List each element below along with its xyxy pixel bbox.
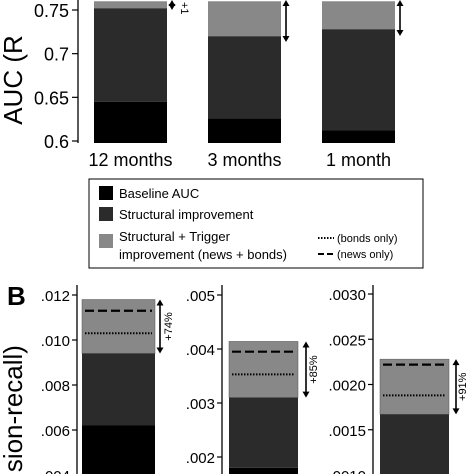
panel-a-arrow-1 [282,0,290,42]
panel-b-subplot-1-arrow-head-top [302,341,310,348]
panel-b-subplot-2-annotation: +91% [457,372,469,401]
legend-label-trigger-line2: improvement (news + bonds) [119,247,287,262]
panel-a-x-tick-label-2: 1 month [326,150,391,170]
panel-b-subplot-0-y-tick-label-4: .012 [41,288,70,305]
panel-a-bar-trigger-2 [322,1,395,30]
panel-a-x-tick-label-1: 3 months [207,150,281,170]
panel-b-subplot-0: .004 .006 .008 .010 .012 +74% [41,285,175,474]
panel-a-y-tick-label-0: 0.6 [44,132,69,152]
panel-b-subplot-1-y-tick-label-1: .003 [186,396,215,413]
legend-label-baseline: Baseline AUC [119,186,199,201]
panel-a-arrow-1-head-top [282,0,290,6]
panel-a-improvement-arrows: +1 [168,0,404,42]
panel-b-subplot-0-y-tick-label-2: .008 [41,378,70,395]
panel-b-subplot-2-arrow [452,359,460,415]
panel-b-subplot-1-arrow-head-bottom [302,391,310,398]
panel-a-x-tick-labels: 12 months 3 months 1 month [88,150,391,170]
panel-b-subplot-0-arrow-head-bottom [156,347,164,354]
panel-b-subplot-2-y-tick-label-3: .0025 [328,332,366,349]
panel-b-subplot-0-y-tick-label-0: .004 [41,468,70,474]
panel-a-bar-structural-1 [208,36,281,119]
panel-a-bar-structural-0 [94,8,167,102]
panel-a-bars [94,1,395,143]
panel-b-subplot-1-bar-trigger [228,341,299,398]
panel-b-subplots: .004 .006 .008 .010 .012 +74% .002 .003 .004 .005… [41,285,469,474]
legend-label-bonds-only: (bonds only) [337,233,398,245]
panel-a-x-tick-label-0: 12 months [88,150,172,170]
panel-b-subplot-0-y-tick-label-3: .010 [41,333,70,350]
panel-b-subplot-1-annotation: +85% [308,355,320,384]
panel-b-subplot-1-arrow [302,341,310,398]
panel-a-y-axis-label: AUC (R [0,35,28,125]
panel-b-subplot-2-y-tick-label-1: .0015 [328,423,366,440]
panel-a-arrow-2-head-top [396,0,404,6]
panel-b-subplot-1-y-tick-label-3: .005 [186,288,215,305]
panel-a-arrow-0-head-bottom [168,4,176,10]
panel-a-y-tick-label-1: 0.65 [34,88,69,108]
panel-a-bar-baseline-0 [94,101,167,143]
panel-b-subplot-0-bar-trigger [81,299,156,354]
panel-b-subplot-1-y-tick-label-2: .004 [186,342,215,359]
legend: Baseline AUC Structural improvement Stru… [88,178,424,269]
legend-label-structural: Structural improvement [119,207,254,222]
panel-a-bar-structural-2 [322,29,395,131]
panel-a-bar-trigger-0 [94,1,167,9]
panel-a-bar-baseline-1 [208,118,281,143]
panel-a-bar-trigger-1 [208,1,281,37]
panel-b-subplot-1-bar-baseline [229,467,298,474]
panel-b-subplot-2-y-tick-label-4: .0030 [328,287,366,304]
panel-a-arrow-2 [396,0,404,36]
legend-label-news-only: (news only) [337,249,393,261]
panel-b-subplot-1-y-tick-label-0: .002 [186,450,215,467]
panel-b-subplot-0-bar-baseline [82,425,155,474]
panel-b-subplot-2-arrow-head-top [452,359,460,366]
panel-b-subplot-1: .002 .003 .004 .005 +85% [186,285,320,474]
panel-b-subplot-2-y-tick-label-0: .0010 [328,468,366,474]
panel-b-subplot-2-y-tick-label-2: .0020 [328,378,366,395]
panel-b-subplot-2: .0010 .0015 .0020 .0025 .0030 +91% [328,285,469,474]
panel-b-subplot-0-y-tick-label-1: .006 [41,423,70,440]
panel-b-subplot-2-bar-structural [380,414,449,474]
panel-a-arrow-0 [168,0,176,10]
panel-b-subplot-2-arrow-head-bottom [452,408,460,415]
panel-b-y-axis-label: cision-recall) [0,345,28,474]
panel-a-arrow-1-head-bottom [282,36,290,42]
panel-b-subplot-0-bar-structural [82,353,155,426]
panel-b-subplot-0-arrow-head-top [156,299,164,306]
panel-b-subplot-0-annotation: +74% [163,312,175,341]
panel-b-subplot-1-bar-structural [229,397,298,468]
panel-a-bar-baseline-2 [322,130,395,143]
panel-a-annotation-0: +1 [178,2,190,15]
legend-swatch-baseline [99,186,113,200]
panel-a-arrow-2-head-bottom [396,30,404,36]
panel-b-subplot-2-bar-trigger [379,358,450,415]
panel-b: B cision-recall) .004 .006 .008 .010 .012 +74… [0,281,469,474]
legend-swatch-structural [99,207,113,221]
panel-b-subplot-0-arrow [156,299,164,354]
panel-a-y-ticks: 0.6 0.65 0.7 0.75 [34,1,78,152]
panel-a: AUC (R 0.60.650.70.75 12 months 3 months 1… [0,0,404,170]
legend-label-trigger-line1: Structural + Trigger [119,229,231,244]
panel-a-y-tick-label-2: 0.7 [44,45,69,65]
panel-a-y-tick-label-3: 0.75 [34,1,69,21]
legend-swatch-trigger [99,234,113,248]
legend-frame [88,178,424,269]
panel-b-label: B [7,281,26,311]
